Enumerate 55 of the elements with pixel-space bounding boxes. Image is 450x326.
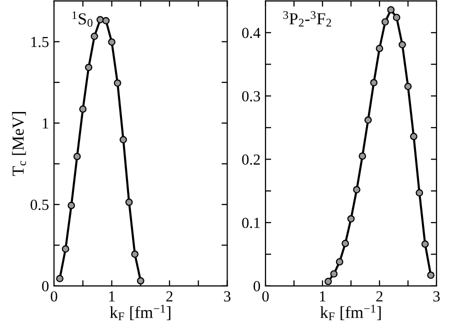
point — [392, 14, 400, 22]
point — [398, 40, 406, 48]
y-tick-label: 0.3 — [242, 91, 260, 102]
point — [336, 258, 344, 266]
point — [125, 198, 133, 206]
y-tick-label: 0.1 — [242, 218, 260, 228]
y-tick-label: 1 — [42, 118, 48, 128]
point — [90, 32, 98, 40]
x-tick-label: 0 — [50, 291, 58, 302]
y-tick-label: 1.5 — [31, 36, 49, 48]
point — [68, 202, 76, 210]
annotation: $^{1}$S$_{0}$ — [72, 11, 92, 27]
point — [416, 189, 424, 197]
point — [427, 271, 434, 279]
point — [108, 38, 116, 46]
y-tick-label: 0.4 — [242, 28, 260, 38]
point — [56, 274, 64, 282]
x-axis-title: k$_{F}$ [fm$^{−1}$] — [110, 304, 170, 320]
point — [324, 278, 332, 286]
point — [79, 105, 87, 113]
x-tick-label: 1 — [109, 291, 115, 302]
point — [73, 152, 81, 160]
point — [358, 152, 366, 160]
point — [382, 18, 389, 26]
x-tick-label: 0 — [262, 291, 269, 302]
point — [347, 215, 355, 222]
annotation: $^{3}$P$_{2}$-$^{3}$F$_{2}$ — [283, 11, 332, 27]
point — [421, 240, 429, 248]
point — [342, 240, 349, 248]
x-tick-label: 2 — [376, 291, 382, 302]
y-tick-label: 0.5 — [30, 200, 49, 210]
point — [353, 186, 360, 194]
point — [387, 6, 395, 14]
x-tick-label: 1 — [320, 291, 326, 302]
point — [62, 245, 70, 253]
x-tick-label: 2 — [166, 291, 172, 302]
point — [84, 64, 92, 72]
point — [102, 17, 110, 24]
x-tick-label: 3 — [433, 291, 440, 302]
point — [410, 132, 418, 140]
y-tick-label: 0 — [42, 281, 49, 292]
point — [114, 79, 122, 87]
y-axis-title: T$_{c}$ [MeV] — [12, 112, 26, 176]
point — [330, 270, 338, 278]
point — [120, 136, 127, 144]
point — [131, 250, 139, 258]
y-tick-label: 0 — [254, 281, 260, 292]
point — [404, 82, 412, 90]
point — [364, 116, 372, 124]
y-tick-label: 0.2 — [242, 154, 260, 165]
point — [96, 16, 104, 24]
point — [376, 44, 384, 52]
x-tick-label: 3 — [224, 291, 230, 302]
x-axis-title: k$_{F}$ [fm$^{−1}$] — [320, 304, 381, 320]
point — [370, 78, 378, 86]
